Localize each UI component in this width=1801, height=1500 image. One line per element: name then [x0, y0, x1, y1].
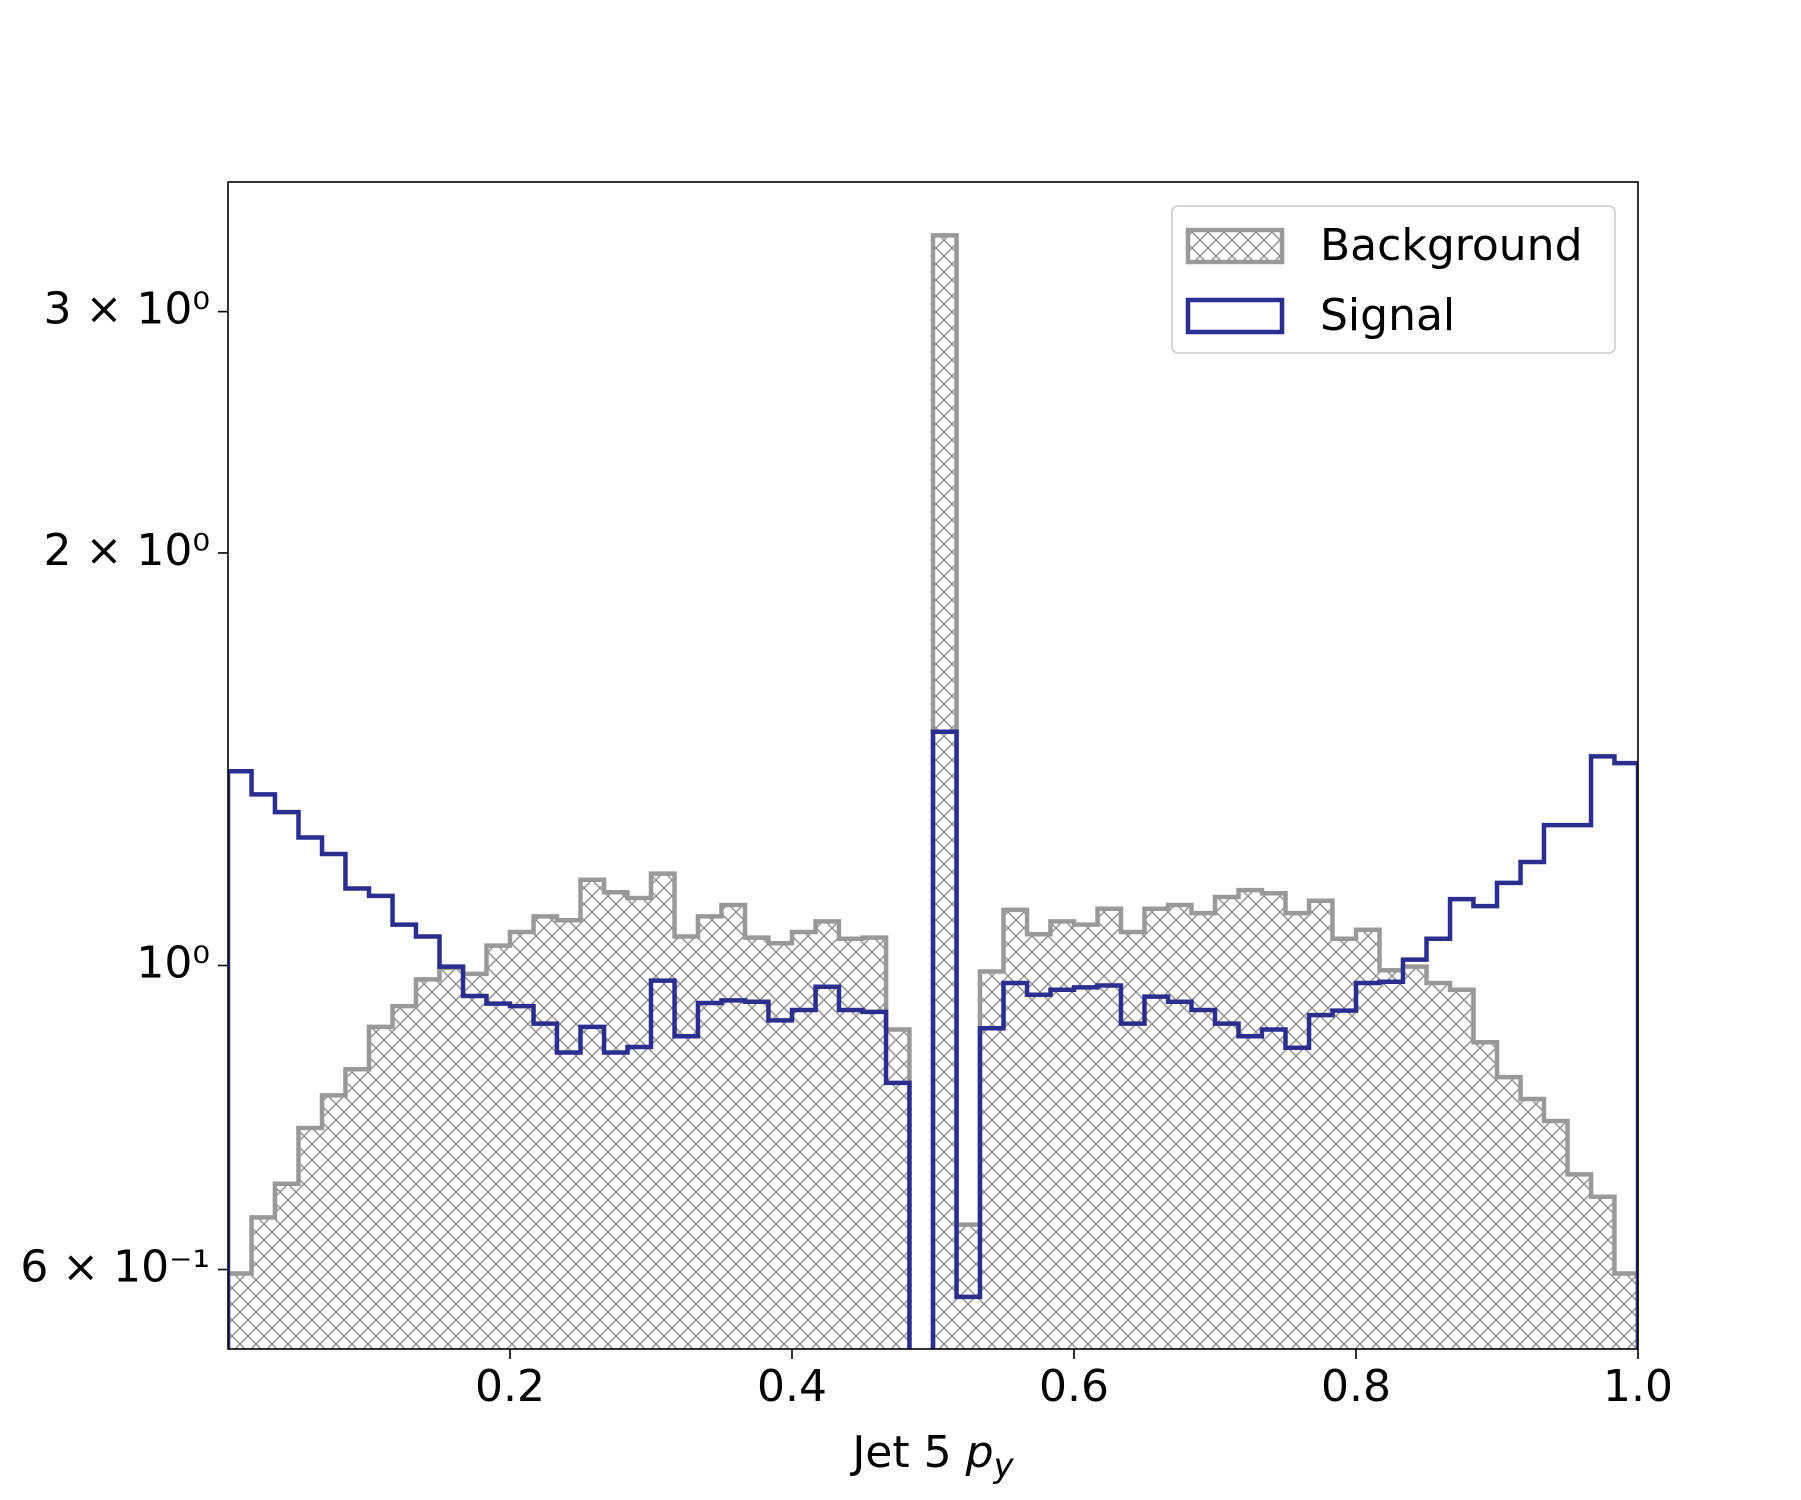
bar: [322, 1095, 346, 1349]
bar: [1473, 1042, 1497, 1349]
x-tick-label: 0.2: [475, 1361, 545, 1412]
plot-area: [228, 233, 1638, 1349]
bar: [651, 873, 675, 1349]
bar: [815, 921, 839, 1349]
bar: [1285, 913, 1310, 1349]
bar: [697, 916, 722, 1349]
x-tick-label: 0.4: [757, 1361, 827, 1412]
bar: [1426, 983, 1451, 1349]
bar: [1356, 929, 1380, 1349]
bar: [345, 1069, 369, 1349]
bar: [1074, 924, 1098, 1349]
y-tick-label: 6 × 10⁻¹: [20, 1242, 210, 1293]
bar: [1567, 1174, 1592, 1349]
bar: [1543, 1121, 1568, 1349]
x-tick-label: 0.6: [1039, 1361, 1109, 1412]
bar: [533, 916, 557, 1349]
bar: [392, 1006, 416, 1349]
x-tick-label: 0.8: [1321, 1361, 1391, 1412]
bar: [228, 1273, 252, 1349]
bar: [1191, 913, 1215, 1349]
y-tick-label: 10⁰: [136, 937, 210, 988]
bar: [1168, 904, 1192, 1349]
legend-swatch: [1185, 297, 1285, 335]
bar: [627, 898, 651, 1349]
bar: [1003, 909, 1028, 1349]
bar: [251, 1217, 275, 1349]
bar: [956, 1224, 980, 1349]
bar: [510, 931, 534, 1349]
legend-label: Signal: [1320, 290, 1455, 341]
bar: [439, 967, 464, 1349]
bar: [1144, 908, 1169, 1349]
bar: [415, 979, 440, 1349]
bar: [1050, 921, 1074, 1349]
x-axis-label: Jet 5 py: [849, 1427, 1014, 1486]
bar: [1450, 989, 1474, 1349]
bar: [1520, 1099, 1544, 1349]
bar: [1379, 970, 1403, 1349]
bar: [486, 945, 510, 1349]
bar: [886, 1029, 910, 1349]
y-tick-label: 3 × 10⁰: [44, 284, 210, 335]
x-tick-label: 1.0: [1603, 1361, 1673, 1412]
bar: [1261, 893, 1286, 1349]
bar: [1309, 900, 1333, 1349]
bar: [463, 973, 487, 1349]
bar: [838, 938, 863, 1349]
axes: 0.2 0.4 0.6 0.8 1.0 6 × 10⁻¹ 10⁰ 2 × 10⁰ 3 × 10⁰…: [20, 181, 1673, 1486]
bar: [745, 937, 769, 1349]
bar: [674, 936, 698, 1349]
bar: [369, 1026, 393, 1349]
bar: [768, 943, 792, 1349]
bar: [1332, 938, 1356, 1349]
bar: [556, 920, 581, 1349]
bar: [298, 1128, 323, 1349]
bar: [862, 937, 887, 1349]
bar: [580, 879, 605, 1349]
bar: [1591, 1196, 1615, 1349]
bar: [604, 892, 628, 1349]
bar: [1614, 1273, 1638, 1349]
bar: [1215, 896, 1239, 1349]
bar: [1402, 966, 1427, 1349]
axes-frame: [227, 181, 1639, 1350]
y-tick-label: 2 × 10⁰: [44, 525, 210, 576]
bar: [1238, 890, 1262, 1349]
bar: [933, 235, 957, 1349]
bar: [721, 904, 746, 1349]
bar: [1097, 908, 1121, 1349]
bar: [1027, 934, 1051, 1349]
step-outline: [228, 729, 1638, 1349]
bar: [792, 931, 816, 1349]
bar: [1497, 1077, 1521, 1349]
bar: [979, 971, 1004, 1349]
legend-swatch: [1185, 227, 1285, 265]
legend-label: Background: [1320, 220, 1583, 271]
bar: [274, 1183, 299, 1349]
bar: [1120, 931, 1145, 1349]
